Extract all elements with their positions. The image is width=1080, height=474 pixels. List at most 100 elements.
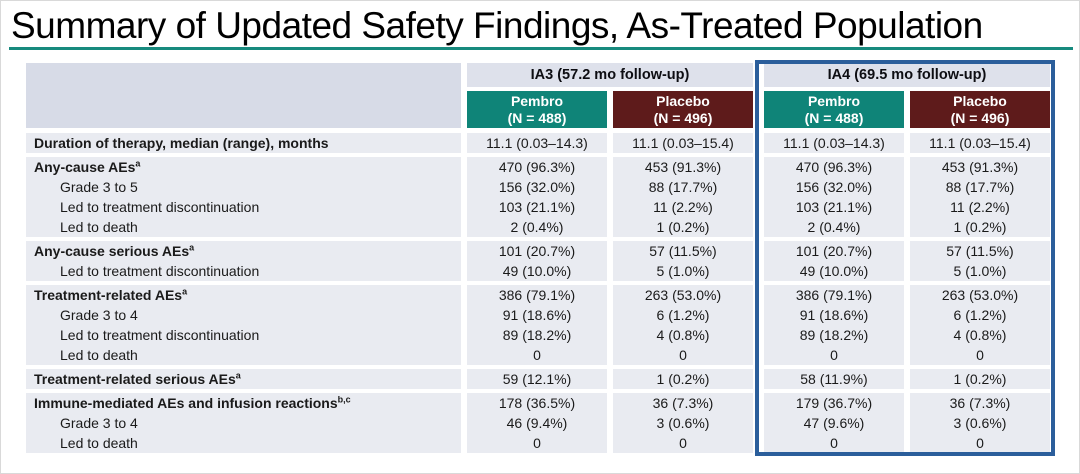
row-label-text: Led to treatment discontinuation [60, 263, 260, 279]
arm-n: (N = 496) [653, 110, 713, 126]
value-cell: 3 (0.6%) [613, 413, 753, 433]
table-row: Any-cause serious AEsa 101 (20.7%) 57 (11.… [26, 241, 1050, 261]
value-cell: 11 (2.2%) [910, 197, 1050, 217]
value-cell: 101 (20.7%) [467, 241, 607, 261]
table-row: Led to treatment discontinuation 89 (18.2… [26, 325, 1050, 345]
table-header: IA3 (57.2 mo follow-up) IA4 (69.5 mo fol… [26, 63, 1050, 128]
row-label: Any-cause serious AEsa [26, 241, 461, 261]
table-row: Led to treatment discontinuation 103 (21.… [26, 197, 1050, 217]
value-cell: 386 (79.1%) [764, 285, 904, 305]
row-label: Led to treatment discontinuation [26, 261, 461, 281]
value-cell: 46 (9.4%) [467, 413, 607, 433]
value-cell: 0 [613, 345, 753, 365]
arm-name: Placebo [953, 93, 1007, 109]
footnote-marker: a [135, 158, 141, 169]
group-header-ia4: IA4 (69.5 mo follow-up) [764, 63, 1050, 87]
row-label: Led to death [26, 345, 461, 365]
value-cell: 89 (18.2%) [467, 325, 607, 345]
footnote-marker: a [189, 242, 195, 253]
row-label: Led to treatment discontinuation [26, 197, 461, 217]
table-body: Duration of therapy, median (range), mon… [26, 133, 1050, 453]
row-label: Led to treatment discontinuation [26, 325, 461, 345]
value-cell: 3 (0.6%) [910, 413, 1050, 433]
value-cell: 453 (91.3%) [910, 157, 1050, 177]
column-header-pembro-ia4: Pembro (N = 488) [764, 91, 904, 128]
table-row: Treatment-related AEsa 386 (79.1%) 263 (53… [26, 285, 1050, 305]
row-label: Immune-mediated AEs and infusion reactio… [26, 393, 461, 413]
value-cell: 263 (53.0%) [613, 285, 753, 305]
row-label-text: Led to treatment discontinuation [60, 199, 260, 215]
value-cell: 156 (32.0%) [467, 177, 607, 197]
value-cell: 2 (0.4%) [467, 217, 607, 237]
row-label-text: Grade 3 to 4 [60, 415, 138, 431]
value-cell: 11.1 (0.03–14.3) [764, 133, 904, 153]
arm-name: Placebo [656, 93, 710, 109]
table-row: Led to death 0 0 0 0 [26, 345, 1050, 365]
table-row: Treatment-related serious AEsa 59 (12.1%)… [26, 369, 1050, 389]
value-cell: 57 (11.5%) [613, 241, 753, 261]
value-cell: 101 (20.7%) [764, 241, 904, 261]
value-cell: 179 (36.7%) [764, 393, 904, 413]
row-label: Led to death [26, 433, 461, 453]
table-row: Duration of therapy, median (range), mon… [26, 133, 1050, 153]
value-cell: 470 (96.3%) [467, 157, 607, 177]
column-headers: IA3 (57.2 mo follow-up) IA4 (69.5 mo fol… [461, 63, 1050, 128]
footnote-marker: a [235, 370, 241, 381]
table-row: Any-cause AEsa 470 (96.3%) 453 (91.3%) 470 … [26, 157, 1050, 177]
title-accent-rule [9, 47, 1073, 50]
row-label: Duration of therapy, median (range), mon… [26, 133, 461, 153]
value-cell: 470 (96.3%) [764, 157, 904, 177]
safety-table: IA3 (57.2 mo follow-up) IA4 (69.5 mo fol… [26, 60, 1055, 456]
arm-name: Pembro [807, 93, 861, 109]
column-header-placebo-ia4: Placebo (N = 496) [910, 91, 1050, 128]
row-label: Treatment-related serious AEsa [26, 369, 461, 389]
value-cell: 103 (21.1%) [467, 197, 607, 217]
table-row: Led to treatment discontinuation 49 (10.0… [26, 261, 1050, 281]
value-cell: 1 (0.2%) [910, 217, 1050, 237]
row-label-text: Grade 3 to 4 [60, 307, 138, 323]
value-cell: 11.1 (0.03–15.4) [613, 133, 753, 153]
value-cell: 11.1 (0.03–15.4) [910, 133, 1050, 153]
value-cell: 57 (11.5%) [910, 241, 1050, 261]
row-label: Treatment-related AEsa [26, 285, 461, 305]
row-label-text: Led to death [60, 219, 138, 235]
table-row: Led to death 0 0 0 0 [26, 433, 1050, 453]
value-cell: 11.1 (0.03–14.3) [467, 133, 607, 153]
group-header-ia3: IA3 (57.2 mo follow-up) [467, 63, 753, 87]
value-cell: 0 [613, 433, 753, 453]
value-cell: 89 (18.2%) [764, 325, 904, 345]
value-cell: 49 (10.0%) [764, 261, 904, 281]
value-cell: 4 (0.8%) [613, 325, 753, 345]
value-cell: 103 (21.1%) [764, 197, 904, 217]
table-row: Grade 3 to 5 156 (32.0%) 88 (17.7%) 156 (32… [26, 177, 1050, 197]
table-row: Grade 3 to 4 91 (18.6%) 6 (1.2%) 91 (18.6%)… [26, 305, 1050, 325]
row-label: Any-cause AEsa [26, 157, 461, 177]
arm-n: (N = 496) [950, 110, 1010, 126]
table-section-4: Treatment-related serious AEsa 59 (12.1%)… [26, 369, 1050, 389]
row-label-text: Grade 3 to 5 [60, 179, 138, 195]
row-label: Grade 3 to 4 [26, 413, 461, 433]
value-cell: 453 (91.3%) [613, 157, 753, 177]
value-cell: 91 (18.6%) [764, 305, 904, 325]
value-cell: 0 [467, 345, 607, 365]
value-cell: 88 (17.7%) [613, 177, 753, 197]
value-cell: 156 (32.0%) [764, 177, 904, 197]
table-section-5: Immune-mediated AEs and infusion reactio… [26, 393, 1050, 453]
table-section-2: Any-cause serious AEsa 101 (20.7%) 57 (11.… [26, 241, 1050, 281]
value-cell: 1 (0.2%) [613, 217, 753, 237]
footnote-marker: a [182, 286, 188, 297]
value-cell: 6 (1.2%) [910, 305, 1050, 325]
value-cell: 2 (0.4%) [764, 217, 904, 237]
value-cell: 5 (1.0%) [613, 261, 753, 281]
row-label-text: Led to treatment discontinuation [60, 327, 260, 343]
value-cell: 5 (1.0%) [910, 261, 1050, 281]
row-label-text: Immune-mediated AEs and infusion reactio… [34, 395, 338, 411]
value-cell: 178 (36.5%) [467, 393, 607, 413]
column-header-placebo-ia3: Placebo (N = 496) [613, 91, 753, 128]
value-cell: 91 (18.6%) [467, 305, 607, 325]
table-row: Led to death 2 (0.4%) 1 (0.2%) 2 (0.4%) 1 (0… [26, 217, 1050, 237]
row-label-text: Any-cause serious AEs [34, 243, 190, 259]
value-cell: 1 (0.2%) [613, 369, 753, 389]
table-section-3: Treatment-related AEsa 386 (79.1%) 263 (53… [26, 285, 1050, 365]
value-cell: 36 (7.3%) [910, 393, 1050, 413]
